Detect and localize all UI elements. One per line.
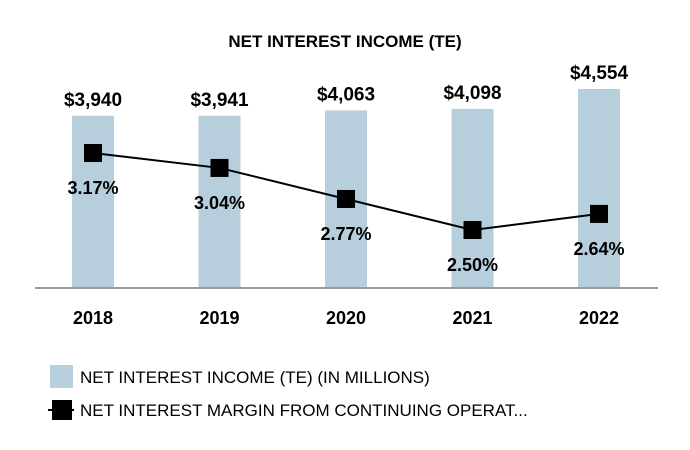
- margin-marker-2018: [84, 144, 102, 162]
- labels-layer: $3,940 $3,941 $4,063 $4,098 $4,554 3.17% 3.04%…: [64, 63, 629, 275]
- margin-marker-2020: [337, 189, 355, 208]
- legend: NET INTEREST INCOME (TE) (IN MILLIONS) N…: [48, 365, 528, 420]
- bar-value-label-2020: $4,063: [317, 84, 375, 105]
- margin-marker-2019: [210, 158, 229, 177]
- bar-value-label-2019: $3,941: [190, 90, 249, 111]
- legend-line-marker: [52, 400, 72, 420]
- x-axis-ticks: 2018 2019 2020 2021 2022: [73, 308, 619, 328]
- margin-marker-2021: [463, 221, 482, 239]
- margin-value-label-2020: 2.77%: [320, 224, 371, 244]
- bar-value-label-2022: $4,554: [570, 63, 629, 84]
- legend-bar-swatch: [50, 365, 73, 388]
- bar-2019: [198, 115, 241, 289]
- bar-2022: [578, 88, 620, 288]
- x-tick-2020: 2020: [326, 308, 366, 328]
- bars-layer: [72, 88, 620, 289]
- bar-2018: [72, 115, 114, 289]
- margin-line-layer: [84, 144, 608, 239]
- margin-value-label-2022: 2.64%: [573, 239, 624, 259]
- x-tick-2022: 2022: [579, 308, 619, 328]
- legend-line-label: NET INTEREST MARGIN FROM CONTINUING OPER…: [80, 401, 528, 420]
- margin-value-label-2019: 3.04%: [194, 193, 245, 213]
- bar-2021: [451, 108, 494, 289]
- bar-value-label-2018: $3,940: [64, 90, 122, 111]
- margin-marker-2022: [590, 204, 608, 223]
- chart-title: NET INTEREST INCOME (TE): [228, 32, 461, 51]
- legend-bar-label: NET INTEREST INCOME (TE) (IN MILLIONS): [80, 368, 430, 387]
- bar-value-label-2021: $4,098: [443, 83, 501, 104]
- x-tick-2019: 2019: [199, 308, 239, 328]
- x-tick-2018: 2018: [73, 308, 113, 328]
- margin-value-label-2018: 3.17%: [67, 178, 118, 198]
- x-tick-2021: 2021: [452, 308, 492, 328]
- margin-value-label-2021: 2.50%: [447, 255, 498, 275]
